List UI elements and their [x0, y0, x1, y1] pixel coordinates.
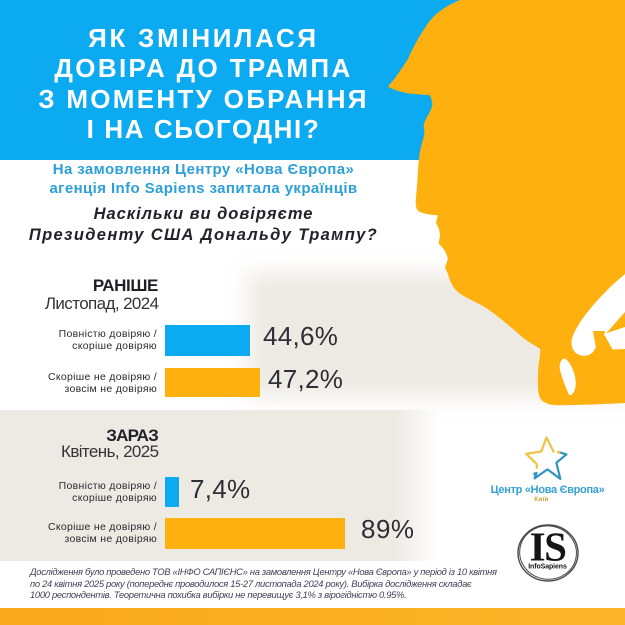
svg-text:IS: IS — [530, 524, 566, 570]
svg-text:InfoSapiens: InfoSapiens — [528, 564, 567, 571]
